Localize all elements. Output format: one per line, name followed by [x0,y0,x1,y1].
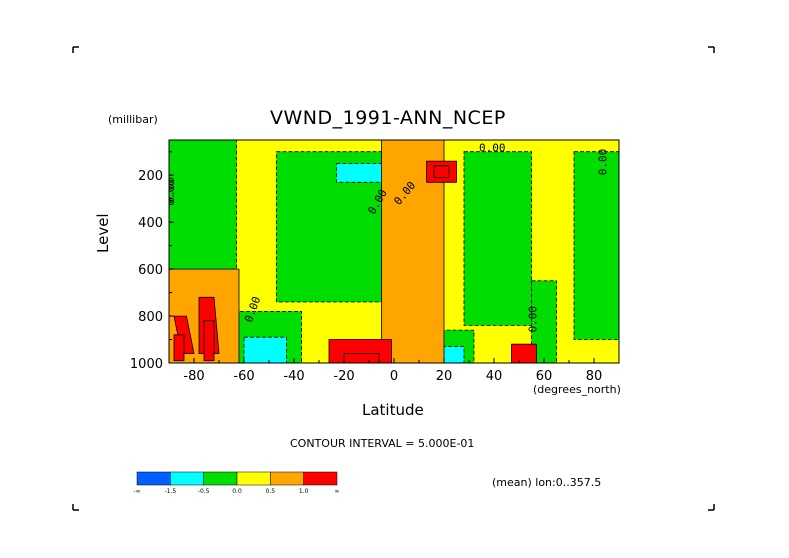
y-tick-label: 400 [138,216,163,231]
x-tick-label: 60 [536,369,553,384]
x-tick-label: -80 [183,369,204,384]
mean-longitude-text: (mean) lon:0..357.5 [492,476,602,489]
contour-region-negative [243,336,287,363]
colorbar-label: -∞ [133,488,140,495]
contour-region-negative [573,151,619,340]
x-tick-label: 40 [486,369,503,384]
colorbar-label: 1.0 [299,488,309,495]
colorbar-swatch [136,471,171,486]
x-axis-title: Latitude [362,401,424,419]
x-tick-label: 80 [586,369,603,384]
colorbar-swatch [270,471,304,486]
colorbar-swatch [236,471,271,486]
y-axis-title: Level [94,213,112,253]
y-unit-label: (millibar) [108,113,158,126]
contour-label: 0.00 [479,142,506,155]
crop-mark-top-right [708,46,715,53]
colorbar-swatch [303,471,338,486]
colorbar-label: -0.5 [198,488,210,495]
contour-region-negative [531,280,557,363]
colorbar-swatch [203,471,238,486]
colorbar-label: 0.5 [266,488,276,495]
y-tick-label: 1000 [130,357,163,372]
contour-interval-text: CONTOUR INTERVAL = 5.000E-01 [290,437,475,450]
y-tick-label: 200 [138,169,163,184]
crop-mark-bottom-left [72,504,79,511]
contour-label: 0.00 [527,306,540,333]
colorbar-label: -1.5 [164,488,176,495]
crop-mark-top-left [72,46,79,53]
colorbar-label: ∞ [335,488,340,495]
contour-region-positive [173,334,185,362]
x-tick-label: 0 [390,369,398,384]
x-unit-label: (degrees_north) [533,383,621,396]
chart-title: VWND_1991-ANN_NCEP [270,107,506,129]
contour-region-positive [511,343,537,363]
contour-label: 0.00 [164,179,177,206]
x-axis-ticks: -80 -60 -40 -20 0 20 40 60 80 [168,358,620,384]
contour-label: 0.00 [164,177,177,204]
contour-label: 0.00 [597,149,610,176]
colorbar: -∞ -1.5 -0.5 0.0 0.5 1.0 ∞ [133,471,340,495]
x-tick-label: -20 [333,369,354,384]
x-tick-label: -60 [233,369,254,384]
contour-region-negative [463,151,532,326]
y-tick-label: 800 [138,310,163,325]
y-tick-label: 600 [138,263,163,278]
contour-region-positive [343,353,380,363]
y-axis-ticks: 200 400 600 800 1000 [130,151,174,372]
colorbar-label: 0.0 [232,488,242,495]
contour-region-positive [433,165,450,179]
colorbar-swatch [170,471,204,486]
contour-field [169,140,619,363]
contour-region-positive [381,140,445,363]
contour-region-negative [169,140,237,270]
x-tick-label: 20 [436,369,453,384]
crop-mark-bottom-right [708,504,715,511]
x-tick-label: -40 [283,369,304,384]
contour-region-positive [203,320,215,362]
